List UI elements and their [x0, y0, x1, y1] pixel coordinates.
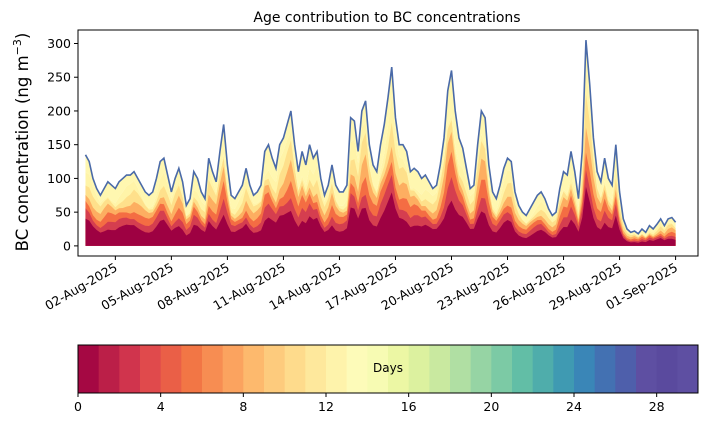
colorbar-segment	[532, 345, 554, 393]
colorbar-segment	[470, 345, 492, 393]
colorbar-tick-label: 0	[74, 399, 82, 414]
y-axis-label-main: BC concentration (ng m	[13, 55, 32, 251]
colorbar-tick-label: 24	[566, 399, 582, 414]
area-layer-2	[85, 151, 676, 246]
stacked-areas	[85, 40, 676, 246]
colorbar-tick-label: 20	[483, 399, 499, 414]
colorbar-tick-label: 8	[239, 399, 247, 414]
colorbar-segment	[615, 345, 637, 393]
x-ticks: 02-Aug-202505-Aug-202508-Aug-202511-Aug-…	[42, 256, 680, 313]
colorbar-segment	[326, 345, 348, 393]
total-bc-line	[84, 40, 677, 235]
colorbar-segment	[450, 345, 472, 393]
y-tick-label: 300	[47, 36, 71, 51]
colorbar-tick-label: 28	[649, 399, 665, 414]
colorbar-segment	[284, 345, 306, 393]
colorbar-segment	[160, 345, 182, 393]
colorbar-segment	[512, 345, 534, 393]
colorbar-segment	[553, 345, 575, 393]
colorbar-tick-label: 4	[157, 399, 165, 414]
colorbar-segment	[656, 345, 678, 393]
colorbar-segment	[181, 345, 203, 393]
y-tick-label: 100	[47, 171, 71, 186]
colorbar-segment	[408, 345, 430, 393]
colorbar-segment	[140, 345, 162, 393]
y-tick-label: 0	[63, 238, 71, 253]
colorbar-segment	[305, 345, 327, 393]
colorbar-tick-label: 16	[401, 399, 417, 414]
area-layer-3	[85, 127, 676, 246]
y-tick-label: 250	[47, 70, 71, 85]
colorbar-segment	[677, 345, 699, 393]
colorbar-segment	[388, 345, 410, 393]
plot-frame	[77, 29, 699, 257]
colorbar-ticks: 0 4 8 12 16 20 24 28	[74, 393, 665, 414]
chart-title: Age contribution to BC concentrations	[253, 10, 520, 26]
colorbar-segment	[346, 345, 368, 393]
y-axis-label-close: )	[13, 33, 32, 39]
colorbar-segment	[636, 345, 658, 393]
colorbar-label: Days	[373, 361, 403, 375]
colorbar-segment	[491, 345, 513, 393]
y-tick-label: 50	[55, 205, 71, 220]
colorbar-segment	[594, 345, 616, 393]
colorbar-segment	[222, 345, 244, 393]
area-layer-0	[85, 186, 676, 246]
colorbar-segment	[78, 345, 100, 393]
colorbar-segment	[429, 345, 451, 393]
total-line-group	[84, 40, 677, 235]
colorbar-segment	[202, 345, 224, 393]
y-tick-label: 150	[47, 137, 71, 152]
colorbar-segment	[98, 345, 120, 393]
colorbar-tick-label: 12	[318, 399, 334, 414]
y-tick-label: 200	[47, 103, 71, 118]
colorbar-segment	[119, 345, 141, 393]
y-axis-label: BC concentration (ng m−3)	[11, 33, 32, 252]
area-layer-1	[85, 169, 676, 246]
colorbar	[77, 344, 699, 394]
y-ticks: 0 50 100 150 200 250 300	[47, 36, 78, 253]
colorbar-segment	[243, 345, 265, 393]
colorbar-segment	[574, 345, 596, 393]
y-axis-label-sup: −3	[11, 39, 24, 55]
colorbar-segment	[367, 345, 389, 393]
colorbar-frame	[77, 344, 699, 394]
colorbar-segment	[264, 345, 286, 393]
